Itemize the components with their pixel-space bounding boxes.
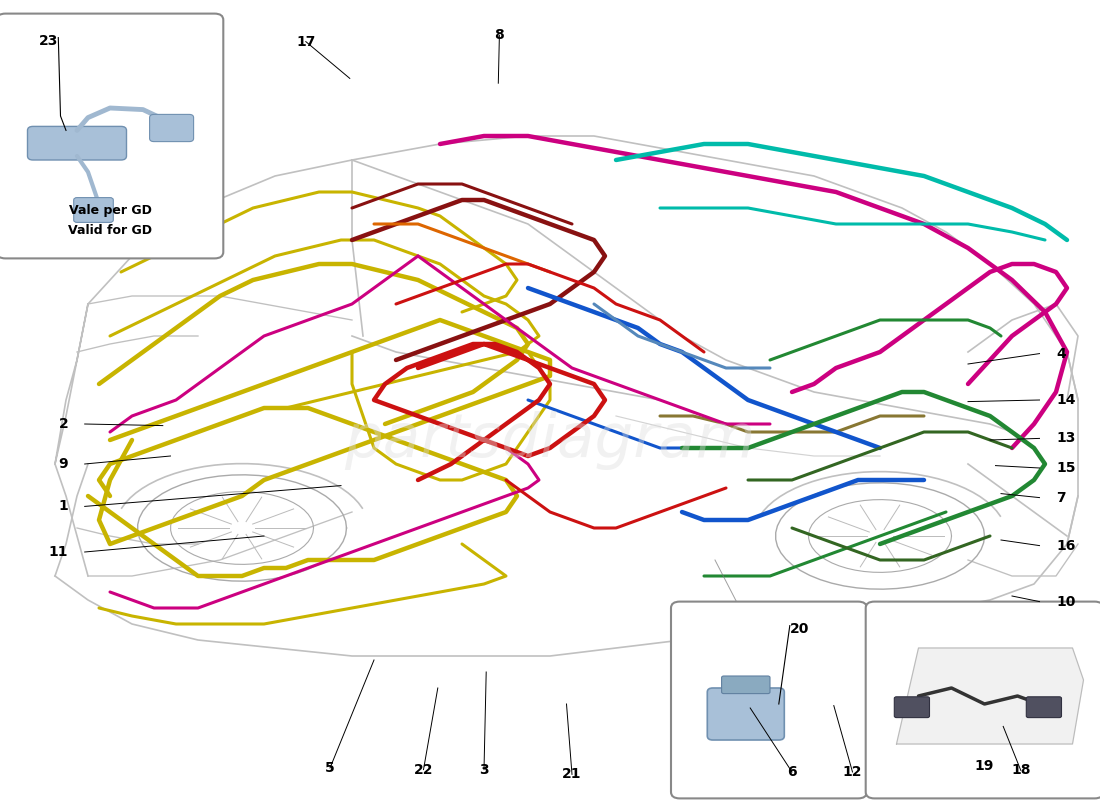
FancyBboxPatch shape xyxy=(74,198,113,222)
FancyBboxPatch shape xyxy=(28,126,126,160)
Text: 9: 9 xyxy=(58,457,68,471)
Text: 1: 1 xyxy=(58,499,68,514)
Text: 11: 11 xyxy=(48,545,68,559)
Text: 4: 4 xyxy=(1056,346,1066,361)
FancyBboxPatch shape xyxy=(722,676,770,694)
Text: 10: 10 xyxy=(1056,594,1076,609)
FancyBboxPatch shape xyxy=(1026,697,1061,718)
Text: 7: 7 xyxy=(1056,490,1066,505)
Text: 15: 15 xyxy=(1056,461,1076,475)
Text: partsdiagram: partsdiagram xyxy=(344,410,756,470)
Text: 17: 17 xyxy=(296,34,316,49)
FancyBboxPatch shape xyxy=(150,114,194,142)
Text: 22: 22 xyxy=(414,762,433,777)
Text: 14: 14 xyxy=(1056,393,1076,407)
Text: 18: 18 xyxy=(1011,763,1031,778)
Text: 13: 13 xyxy=(1056,431,1076,446)
Text: 23: 23 xyxy=(39,34,58,48)
Text: 3: 3 xyxy=(480,762,488,777)
Text: 21: 21 xyxy=(562,767,582,782)
Text: 5: 5 xyxy=(326,761,334,775)
FancyBboxPatch shape xyxy=(671,602,867,798)
FancyBboxPatch shape xyxy=(866,602,1100,798)
Polygon shape xyxy=(896,648,1084,744)
Text: 6: 6 xyxy=(788,765,796,779)
FancyBboxPatch shape xyxy=(894,697,930,718)
Text: 12: 12 xyxy=(843,765,862,779)
Text: 2: 2 xyxy=(58,417,68,431)
Text: 19: 19 xyxy=(975,758,994,773)
Text: Vale per GD: Vale per GD xyxy=(68,203,152,217)
Text: 8: 8 xyxy=(495,28,504,42)
FancyBboxPatch shape xyxy=(0,14,223,258)
Text: 16: 16 xyxy=(1056,538,1076,553)
Text: Valid for GD: Valid for GD xyxy=(68,224,152,238)
FancyBboxPatch shape xyxy=(707,688,784,740)
Text: 20: 20 xyxy=(790,622,810,637)
